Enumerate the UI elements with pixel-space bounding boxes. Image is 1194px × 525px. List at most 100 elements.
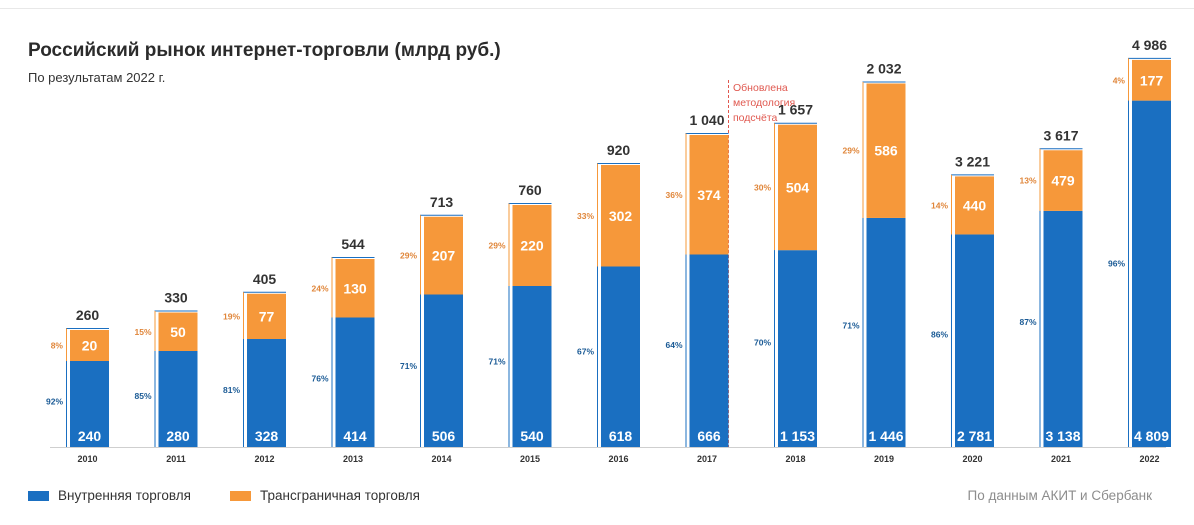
pct-crossborder-2010: 8% bbox=[51, 341, 64, 351]
bar-crossborder-2016 bbox=[601, 165, 640, 267]
pct-crossborder-2020: 14% bbox=[931, 200, 948, 210]
bar-domestic-2020 bbox=[955, 234, 994, 447]
pct-domestic-2012: 81% bbox=[223, 385, 240, 395]
label-crossborder-2019: 586 bbox=[874, 143, 898, 159]
bar-domestic-2021 bbox=[1043, 210, 1083, 447]
label-total-2012: 405 bbox=[253, 271, 277, 287]
x-tick-2021: 2021 bbox=[1051, 454, 1071, 464]
label-crossborder-2016: 302 bbox=[609, 208, 633, 224]
pct-crossborder-2012: 19% bbox=[223, 311, 240, 321]
label-total-2015: 760 bbox=[518, 182, 542, 198]
label-domestic-2017: 666 bbox=[697, 428, 721, 444]
pct-domestic-2014: 71% bbox=[400, 361, 417, 371]
label-domestic-2013: 414 bbox=[343, 428, 367, 444]
label-domestic-2014: 506 bbox=[432, 428, 456, 444]
pct-domestic-2015: 71% bbox=[488, 357, 505, 367]
label-crossborder-2021: 479 bbox=[1051, 173, 1075, 189]
legend-label-domestic: Внутренняя торговля bbox=[58, 488, 191, 503]
label-total-2013: 544 bbox=[341, 236, 365, 252]
pct-crossborder-2014: 29% bbox=[400, 251, 417, 261]
bar-domestic-2016 bbox=[601, 266, 640, 447]
label-crossborder-2014: 207 bbox=[432, 248, 456, 264]
label-total-2017: 1 040 bbox=[689, 112, 724, 128]
bar-domestic-2018 bbox=[778, 250, 817, 447]
x-tick-2011: 2011 bbox=[166, 454, 186, 464]
label-domestic-2022: 4 809 bbox=[1134, 428, 1169, 444]
chart-subtitle: По результатам 2022 г. bbox=[28, 70, 166, 85]
label-total-2021: 3 617 bbox=[1043, 127, 1078, 143]
pct-crossborder-2011: 15% bbox=[134, 327, 151, 337]
label-domestic-2015: 540 bbox=[520, 428, 544, 444]
pct-domestic-2010: 92% bbox=[46, 396, 63, 406]
stacked-bar-chart: 240 20 260 92% 8% 2010 280 50 330 85% 15% 2011 328 77… bbox=[46, 37, 1171, 464]
bar-domestic-2010 bbox=[70, 361, 109, 447]
pct-crossborder-2016: 33% bbox=[577, 211, 594, 221]
label-crossborder-2015: 220 bbox=[520, 238, 544, 254]
x-tick-2020: 2020 bbox=[962, 454, 982, 464]
bar-crossborder-2018 bbox=[778, 124, 817, 251]
pct-crossborder-2017: 36% bbox=[665, 190, 682, 200]
bar-domestic-2011 bbox=[158, 351, 198, 447]
x-tick-2022: 2022 bbox=[1139, 454, 1159, 464]
bar-domestic-2015 bbox=[512, 286, 552, 447]
pct-domestic-2011: 85% bbox=[134, 391, 151, 401]
bar-domestic-2019 bbox=[866, 217, 906, 447]
label-domestic-2016: 618 bbox=[609, 428, 633, 444]
pct-domestic-2020: 86% bbox=[931, 329, 948, 339]
x-tick-2012: 2012 bbox=[254, 454, 274, 464]
pct-domestic-2018: 70% bbox=[754, 338, 771, 348]
label-total-2014: 713 bbox=[430, 194, 454, 210]
bar-crossborder-2017 bbox=[689, 135, 729, 255]
top-divider bbox=[0, 8, 1194, 9]
label-total-2010: 260 bbox=[76, 307, 100, 323]
label-domestic-2012: 328 bbox=[255, 428, 279, 444]
chart-title: Российский рынок интернет-торговли (млрд… bbox=[28, 40, 501, 61]
pct-crossborder-2022: 4% bbox=[1113, 75, 1126, 85]
bar-crossborder-2021 bbox=[1043, 150, 1083, 211]
label-total-2011: 330 bbox=[164, 290, 188, 306]
bar-crossborder-2020 bbox=[955, 176, 994, 235]
label-domestic-2019: 1 446 bbox=[868, 428, 903, 444]
pct-crossborder-2019: 29% bbox=[842, 146, 859, 156]
bar-crossborder-2013 bbox=[335, 259, 375, 318]
label-total-2018: 1 657 bbox=[778, 102, 813, 118]
bar-domestic-2022 bbox=[1132, 100, 1171, 447]
pct-crossborder-2018: 30% bbox=[754, 182, 771, 192]
label-domestic-2011: 280 bbox=[166, 428, 190, 444]
pct-domestic-2017: 64% bbox=[665, 340, 682, 350]
x-tick-2014: 2014 bbox=[431, 454, 451, 464]
bar-crossborder-2022 bbox=[1132, 59, 1171, 101]
bar-crossborder-2014 bbox=[424, 216, 463, 295]
pct-domestic-2016: 67% bbox=[577, 346, 594, 356]
bar-domestic-2017 bbox=[689, 254, 729, 447]
pct-domestic-2022: 96% bbox=[1108, 258, 1125, 268]
bar-crossborder-2019 bbox=[866, 83, 906, 218]
pct-domestic-2013: 76% bbox=[311, 373, 328, 383]
bar-crossborder-2011 bbox=[158, 312, 198, 351]
legend-swatch-crossborder bbox=[230, 490, 251, 501]
label-domestic-2010: 240 bbox=[78, 428, 102, 444]
x-tick-2010: 2010 bbox=[77, 454, 97, 464]
label-total-2016: 920 bbox=[607, 142, 631, 158]
legend-item-crossborder: Трансграничная торговля bbox=[230, 488, 420, 503]
pct-domestic-2019: 71% bbox=[842, 321, 859, 331]
legend-swatch-domestic bbox=[28, 490, 49, 501]
pct-crossborder-2021: 13% bbox=[1019, 176, 1036, 186]
x-tick-2017: 2017 bbox=[697, 454, 717, 464]
pct-crossborder-2013: 24% bbox=[311, 283, 328, 293]
label-crossborder-2017: 374 bbox=[697, 187, 721, 203]
label-crossborder-2022: 177 bbox=[1140, 72, 1164, 88]
methodology-note: Обновлена методология подсчёта bbox=[733, 82, 796, 124]
pct-crossborder-2015: 29% bbox=[488, 241, 505, 251]
label-domestic-2021: 3 138 bbox=[1045, 428, 1080, 444]
x-tick-2016: 2016 bbox=[608, 454, 628, 464]
label-crossborder-2011: 50 bbox=[170, 324, 186, 340]
x-tick-2019: 2019 bbox=[874, 454, 894, 464]
label-crossborder-2020: 440 bbox=[963, 197, 987, 213]
label-total-2019: 2 032 bbox=[866, 60, 901, 76]
pct-domestic-2021: 87% bbox=[1019, 317, 1036, 327]
label-total-2020: 3 221 bbox=[955, 153, 990, 169]
label-crossborder-2012: 77 bbox=[259, 308, 275, 324]
x-tick-2015: 2015 bbox=[520, 454, 540, 464]
label-domestic-2020: 2 781 bbox=[957, 428, 992, 444]
